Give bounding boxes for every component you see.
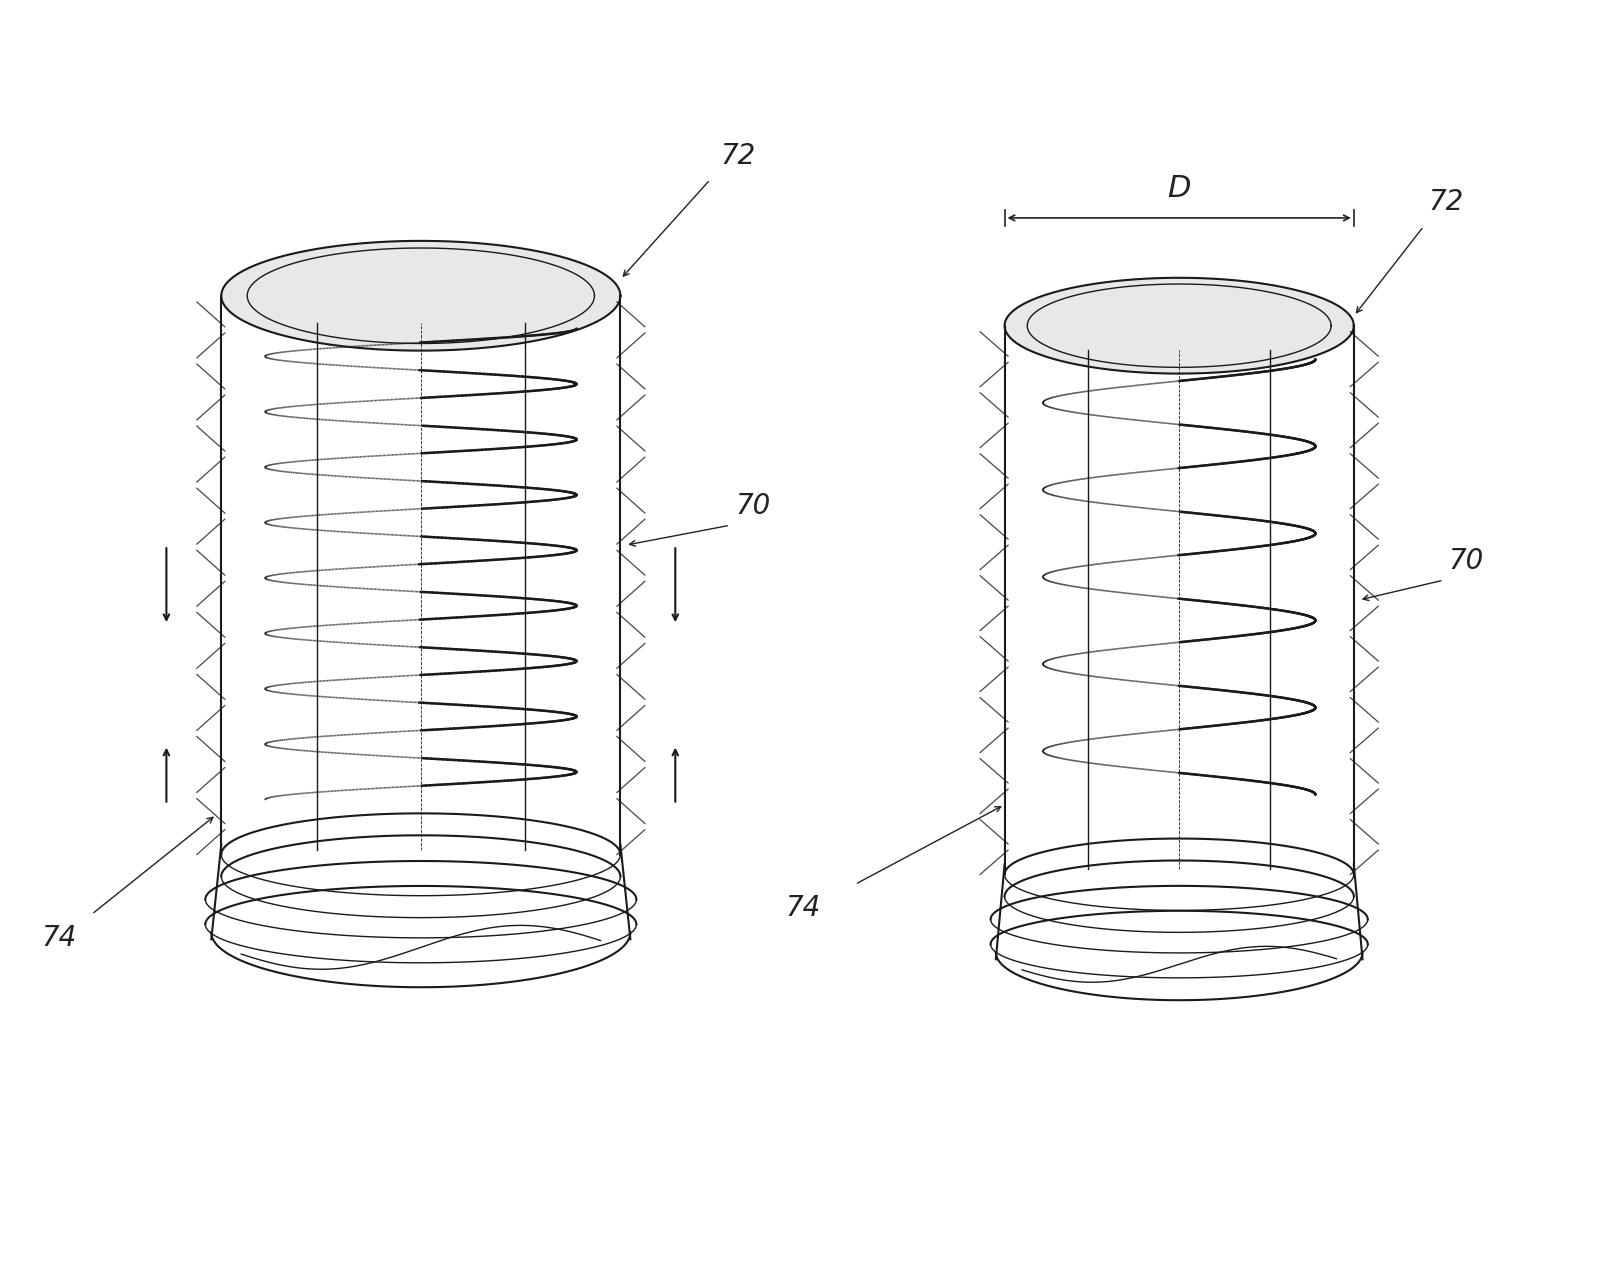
Text: D: D (1167, 173, 1192, 203)
Text: 74: 74 (42, 924, 78, 952)
Text: 70: 70 (1449, 547, 1485, 575)
Text: 72: 72 (720, 142, 756, 170)
Text: 74: 74 (785, 895, 821, 922)
Polygon shape (1004, 278, 1353, 374)
Polygon shape (222, 241, 620, 351)
Text: 70: 70 (735, 492, 771, 520)
Text: 72: 72 (1428, 189, 1464, 217)
